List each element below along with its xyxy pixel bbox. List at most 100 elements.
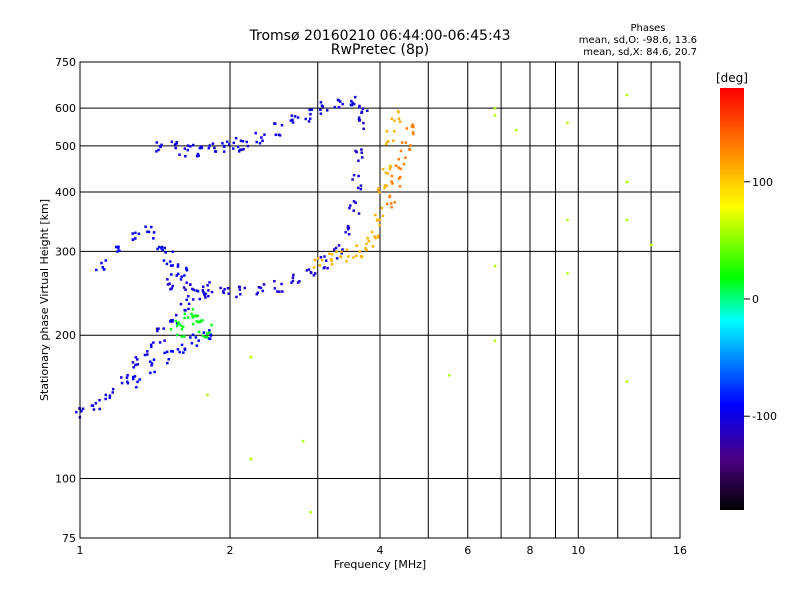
- data-point: [307, 268, 311, 271]
- data-point: [386, 202, 389, 206]
- x-tick-label: 4: [377, 544, 384, 557]
- data-point: [292, 273, 295, 277]
- x-tick-label: 8: [527, 544, 534, 557]
- scatter-points: [75, 93, 653, 514]
- data-point: [98, 398, 101, 402]
- data-point: [384, 171, 388, 174]
- data-point: [155, 141, 159, 144]
- data-point: [150, 364, 153, 367]
- data-point: [352, 102, 356, 106]
- data-point: [182, 351, 185, 354]
- data-point: [625, 218, 629, 222]
- data-point: [201, 334, 205, 338]
- data-point: [319, 256, 323, 259]
- data-point: [75, 410, 78, 414]
- data-point: [566, 272, 569, 275]
- data-point: [246, 144, 250, 148]
- data-point: [383, 184, 387, 187]
- data-point: [170, 140, 174, 144]
- data-point: [160, 245, 164, 249]
- data-point: [189, 283, 192, 286]
- data-point: [186, 144, 190, 147]
- data-point: [390, 117, 394, 121]
- data-point: [175, 274, 178, 277]
- data-point: [170, 349, 173, 353]
- data-point: [378, 191, 381, 194]
- data-point: [171, 320, 174, 323]
- data-point: [625, 180, 629, 184]
- data-point: [202, 331, 206, 334]
- data-point: [370, 230, 374, 234]
- data-point: [163, 339, 166, 342]
- data-point: [144, 225, 147, 228]
- data-point: [249, 457, 253, 461]
- data-point: [185, 266, 188, 270]
- data-point: [187, 307, 190, 311]
- data-point: [156, 247, 159, 251]
- data-point: [352, 209, 355, 212]
- data-point: [339, 255, 342, 258]
- chart-subtitle: RwPretec (8p): [331, 42, 429, 58]
- data-point: [397, 117, 401, 120]
- data-point: [404, 156, 407, 160]
- data-point: [345, 260, 348, 263]
- data-point: [228, 143, 231, 146]
- data-point: [309, 112, 312, 116]
- data-point: [156, 327, 159, 331]
- data-point: [357, 174, 360, 178]
- data-point: [168, 260, 172, 263]
- data-point: [199, 319, 203, 323]
- data-point: [171, 250, 175, 253]
- data-point: [337, 99, 341, 102]
- data-point: [182, 286, 186, 289]
- data-point: [393, 130, 396, 133]
- data-point: [371, 245, 375, 248]
- data-point: [131, 238, 135, 242]
- colorbar-tick-label: 0: [752, 293, 759, 306]
- data-point: [118, 249, 121, 253]
- data-point: [240, 148, 244, 151]
- data-point: [333, 105, 337, 109]
- data-point: [242, 147, 245, 151]
- data-point: [319, 112, 323, 115]
- data-point: [334, 246, 338, 250]
- data-point: [176, 272, 180, 276]
- data-point: [352, 200, 356, 203]
- data-point: [329, 258, 333, 261]
- data-point: [411, 131, 415, 134]
- data-point: [137, 232, 141, 236]
- y-tick-label: 300: [55, 245, 76, 258]
- data-point: [213, 146, 216, 150]
- data-point: [152, 358, 156, 361]
- data-point: [111, 387, 115, 391]
- data-point: [330, 253, 334, 256]
- data-point: [389, 202, 393, 205]
- data-point: [320, 258, 324, 262]
- data-point: [346, 225, 350, 228]
- data-point: [359, 184, 363, 187]
- data-point: [312, 274, 316, 277]
- data-point: [296, 116, 300, 119]
- data-point: [108, 394, 112, 397]
- data-point: [390, 174, 394, 178]
- data-point: [207, 146, 211, 150]
- data-point: [205, 335, 209, 339]
- data-point: [195, 154, 199, 158]
- y-axis-label: Stationary phase Virtual Height [km]: [38, 199, 51, 401]
- data-point: [183, 147, 187, 150]
- data-point: [351, 178, 354, 181]
- data-point: [352, 256, 355, 259]
- data-point: [186, 148, 190, 152]
- data-point: [493, 107, 497, 110]
- data-point: [393, 119, 396, 122]
- colorbar-label: [deg]: [716, 71, 748, 85]
- data-point: [280, 282, 283, 286]
- data-point: [184, 288, 187, 291]
- data-point: [364, 247, 367, 250]
- data-point: [301, 439, 305, 443]
- data-point: [180, 343, 184, 347]
- data-point: [255, 292, 259, 296]
- data-point: [411, 132, 415, 136]
- data-point: [348, 206, 351, 210]
